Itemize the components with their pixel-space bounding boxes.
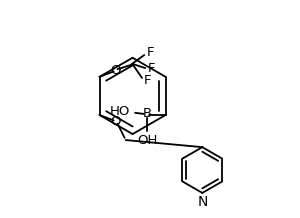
Text: F: F: [148, 62, 155, 75]
Text: F: F: [146, 46, 154, 59]
Text: O: O: [111, 115, 121, 128]
Text: HO: HO: [109, 105, 130, 118]
Text: O: O: [111, 64, 121, 77]
Text: F: F: [144, 74, 152, 87]
Text: OH: OH: [137, 133, 157, 146]
Text: B: B: [142, 107, 152, 120]
Text: N: N: [197, 195, 208, 209]
